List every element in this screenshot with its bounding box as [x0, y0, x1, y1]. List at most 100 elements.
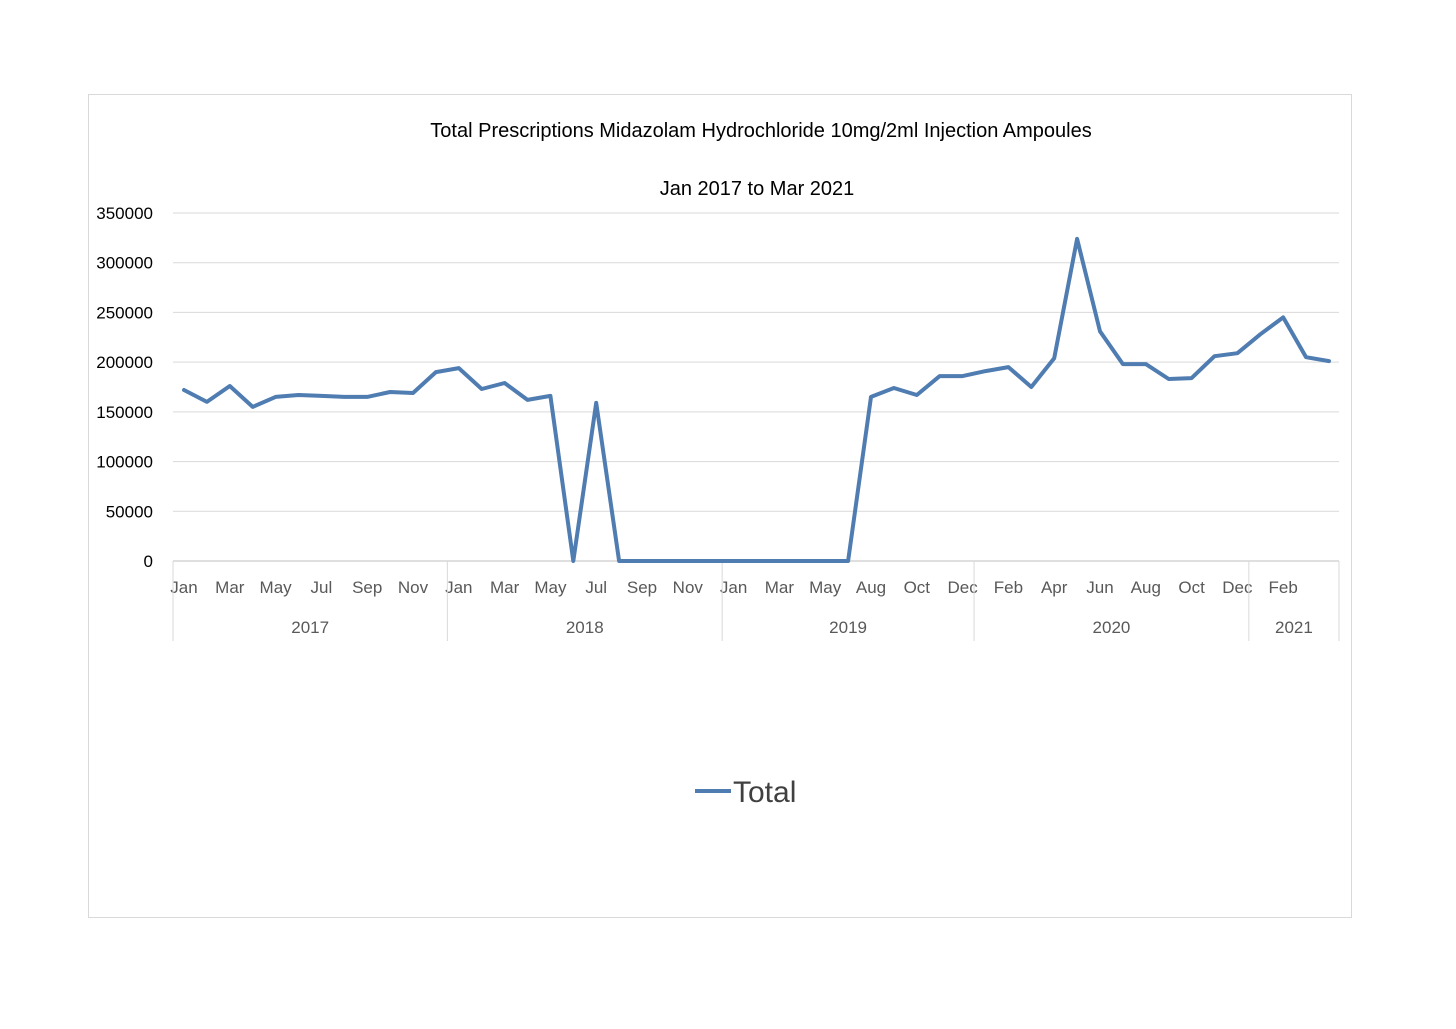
x-axis: Jan Mar May Jul Sep Nov Jan Mar May Jul Sep Nov Jan M…: [170, 561, 1340, 641]
x-tick-label-month: May: [809, 578, 842, 597]
legend: Total: [695, 776, 796, 809]
data-point: [411, 391, 415, 395]
y-tick-label: 150000: [96, 403, 153, 422]
data-point: [823, 559, 827, 563]
line-chart: Total Prescriptions Midazolam Hydrochlor…: [96, 120, 1340, 809]
x-tick-label-year: 2021: [1275, 618, 1313, 637]
data-point: [961, 374, 965, 378]
y-tick-label: 300000: [96, 254, 153, 273]
chart-frame: Total Prescriptions Midazolam Hydrochlor…: [88, 94, 1352, 918]
data-point: [1167, 377, 1171, 381]
data-point: [1121, 362, 1125, 366]
data-point: [319, 394, 323, 398]
x-tick-label-year: 2017: [291, 618, 329, 637]
data-point: [1304, 355, 1308, 359]
x-tick-label-month: Nov: [398, 578, 429, 597]
x-tick-label-month: Mar: [490, 578, 520, 597]
data-point: [297, 393, 301, 397]
x-tick-label-month: Oct: [904, 578, 931, 597]
x-tick-label-month: Mar: [765, 578, 795, 597]
data-point: [755, 559, 759, 563]
data-point: [1006, 365, 1010, 369]
legend-label-total: Total: [733, 776, 796, 809]
data-point: [640, 559, 644, 563]
data-point: [1029, 385, 1033, 389]
y-tick-label: 0: [144, 552, 153, 571]
y-tick-label: 250000: [96, 303, 153, 322]
data-point: [1098, 329, 1102, 333]
data-point: [938, 374, 942, 378]
data-point: [1144, 362, 1148, 366]
data-point: [548, 394, 552, 398]
x-tick-label-month: Sep: [627, 578, 657, 597]
data-point: [1213, 354, 1217, 358]
data-point: [251, 405, 255, 409]
x-tick-label-month: Apr: [1041, 578, 1068, 597]
data-point: [594, 401, 598, 405]
data-point: [777, 559, 781, 563]
x-tick-label-month: Nov: [673, 578, 704, 597]
data-point: [915, 393, 919, 397]
series-total: [182, 236, 1331, 563]
data-point: [1075, 237, 1079, 241]
x-tick-label-month: Jun: [1086, 578, 1113, 597]
data-point: [571, 559, 575, 563]
data-point: [732, 559, 736, 563]
data-point: [1281, 315, 1285, 319]
y-tick-label: 50000: [106, 502, 153, 521]
x-tick-label-month: Feb: [994, 578, 1023, 597]
data-point: [434, 370, 438, 374]
y-tick-label: 100000: [96, 453, 153, 472]
data-point: [182, 388, 186, 392]
data-point: [617, 559, 621, 563]
data-point: [984, 369, 988, 373]
x-tick-label-month: Jul: [311, 578, 333, 597]
data-point: [342, 395, 346, 399]
series-line-total: [182, 236, 1331, 563]
data-point: [480, 387, 484, 391]
data-point: [1052, 356, 1056, 360]
x-tick-label-month: Aug: [1131, 578, 1161, 597]
data-point: [205, 400, 209, 404]
x-tick-label-month: Dec: [1222, 578, 1253, 597]
data-point: [663, 559, 667, 563]
x-tick-label-month: Jan: [170, 578, 197, 597]
data-point: [686, 559, 690, 563]
data-point: [388, 390, 392, 394]
data-point: [1258, 332, 1262, 336]
y-tick-label: 350000: [96, 204, 153, 223]
data-point: [274, 395, 278, 399]
x-tick-label-month: May: [260, 578, 293, 597]
x-tick-label-year: 2020: [1093, 618, 1131, 637]
x-tick-label-month: Mar: [215, 578, 245, 597]
data-point: [800, 559, 804, 563]
chart-subtitle: Jan 2017 to Mar 2021: [660, 178, 855, 200]
y-tick-label: 200000: [96, 353, 153, 372]
x-tick-label-year: 2019: [829, 618, 867, 637]
y-axis-tick-labels: 0 50000 100000 150000 200000 250000 300000 3500…: [96, 204, 153, 571]
x-tick-label-month: Jan: [445, 578, 472, 597]
x-tick-label-month: Jan: [720, 578, 747, 597]
data-point: [365, 395, 369, 399]
data-point: [503, 381, 507, 385]
gridlines: [173, 212, 1339, 562]
data-point: [1235, 351, 1239, 355]
data-point: [1190, 376, 1194, 380]
data-point: [457, 366, 461, 370]
data-point: [1327, 359, 1331, 363]
x-tick-label-month: Jul: [585, 578, 607, 597]
data-point: [526, 398, 530, 402]
x-tick-label-month: Dec: [947, 578, 978, 597]
data-point: [228, 384, 232, 388]
data-point: [892, 386, 896, 390]
x-tick-label-month: Oct: [1178, 578, 1205, 597]
data-point: [869, 395, 873, 399]
x-tick-label-year: 2018: [566, 618, 604, 637]
data-point: [709, 559, 713, 563]
chart-title: Total Prescriptions Midazolam Hydrochlor…: [430, 120, 1091, 142]
x-tick-label-month: Sep: [352, 578, 382, 597]
x-tick-label-month: Feb: [1269, 578, 1298, 597]
x-tick-label-month: Aug: [856, 578, 886, 597]
data-point: [846, 559, 850, 563]
x-tick-label-month: May: [534, 578, 567, 597]
